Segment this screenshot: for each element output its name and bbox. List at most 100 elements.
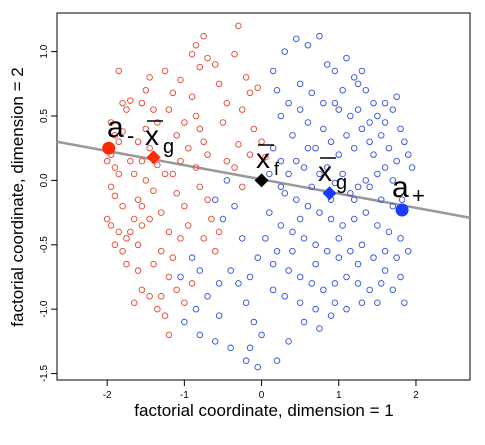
- x-axis-title: factorial coordinate, dimension = 1: [134, 401, 393, 420]
- blue-point: [293, 35, 300, 43]
- annotation-a-plus-main: a: [392, 171, 409, 204]
- red-point: [161, 67, 169, 75]
- red-point: [235, 22, 242, 30]
- red-point: [138, 157, 146, 165]
- blue-point: [401, 299, 408, 306]
- red-point: [262, 153, 269, 161]
- blue-point: [327, 215, 335, 223]
- blue-point: [266, 209, 273, 216]
- blue-point: [393, 93, 400, 100]
- red-point: [150, 187, 157, 194]
- blue-point: [366, 286, 373, 294]
- red-point: [219, 119, 227, 126]
- blue-point: [385, 228, 393, 236]
- red-point: [192, 41, 200, 49]
- blue-point: [281, 48, 288, 55]
- red-point: [173, 286, 180, 294]
- blue-point: [393, 254, 400, 261]
- red-point: [239, 183, 246, 191]
- x-tick-label: 1: [336, 390, 342, 401]
- red-point: [196, 183, 204, 191]
- annotation-xf-main: x: [256, 143, 270, 174]
- red-point: [184, 222, 192, 229]
- blue-point: [227, 344, 234, 352]
- blue-point: [350, 196, 358, 203]
- y-tick-label: -0.5: [39, 236, 50, 254]
- blue-point: [320, 99, 327, 107]
- blue-point: [381, 164, 389, 171]
- red-point: [173, 132, 180, 139]
- blue-point: [223, 177, 231, 184]
- blue-point: [277, 183, 285, 191]
- red-point: [208, 215, 215, 223]
- blue-point: [335, 235, 343, 242]
- blue-point: [320, 286, 327, 294]
- blue-point: [362, 87, 370, 94]
- red-point: [181, 202, 188, 210]
- annotation-a-plus: a +: [392, 171, 425, 208]
- red-point: [138, 99, 146, 107]
- blue-point: [327, 312, 335, 319]
- blue-point: [289, 228, 296, 236]
- red-point: [115, 138, 123, 146]
- blue-point: [219, 215, 227, 223]
- highlight-circle: [395, 203, 409, 217]
- blue-point: [316, 170, 323, 178]
- blue-point: [212, 338, 219, 345]
- red-point: [115, 67, 123, 75]
- blue-point: [285, 267, 292, 274]
- red-point: [123, 235, 130, 242]
- red-point: [157, 293, 165, 300]
- blue-point: [323, 164, 331, 171]
- highlight-diamond: [322, 186, 337, 201]
- red-point: [123, 260, 130, 268]
- red-point: [188, 93, 196, 100]
- red-point: [119, 202, 126, 210]
- blue-point: [343, 273, 350, 281]
- blue-point: [262, 235, 269, 242]
- blue-point: [188, 254, 196, 261]
- red-point: [142, 87, 150, 94]
- blue-point: [277, 112, 285, 120]
- red-point: [223, 157, 231, 165]
- red-point: [204, 151, 211, 158]
- annotation-a-minus-sub: -: [127, 123, 134, 148]
- red-point: [165, 228, 173, 236]
- red-point: [111, 241, 119, 249]
- highlighted-points: [102, 141, 409, 217]
- blue-point: [308, 89, 315, 97]
- red-point: [223, 99, 231, 107]
- red-point: [188, 280, 196, 287]
- blue-point: [320, 125, 327, 133]
- x-tick-label: 0: [259, 390, 265, 401]
- blue-point: [374, 299, 381, 306]
- red-point: [246, 89, 254, 97]
- blue-point: [177, 273, 184, 281]
- red-point: [130, 299, 138, 306]
- highlight-diamond: [254, 173, 269, 188]
- red-point: [169, 254, 177, 261]
- blue-point: [397, 235, 404, 242]
- blue-point: [397, 125, 404, 133]
- blue-point: [343, 54, 350, 62]
- red-point: [142, 125, 150, 133]
- blue-point: [354, 80, 362, 88]
- red-point: [204, 54, 211, 62]
- blue-point: [304, 144, 312, 152]
- blue-point: [323, 61, 331, 68]
- annotation-xg-blue: x g: [318, 156, 347, 194]
- blue-point: [296, 80, 304, 88]
- blue-point: [398, 196, 406, 203]
- blue-point: [212, 196, 219, 203]
- red-point: [119, 128, 126, 135]
- red-point: [181, 299, 188, 306]
- red-point: [138, 202, 146, 210]
- red-point: [127, 157, 134, 165]
- blue-point: [343, 305, 350, 313]
- data-points: [103, 22, 416, 371]
- blue-point: [312, 305, 319, 313]
- blue-point: [304, 202, 312, 210]
- blue-point: [204, 293, 211, 300]
- blue-point: [181, 318, 188, 326]
